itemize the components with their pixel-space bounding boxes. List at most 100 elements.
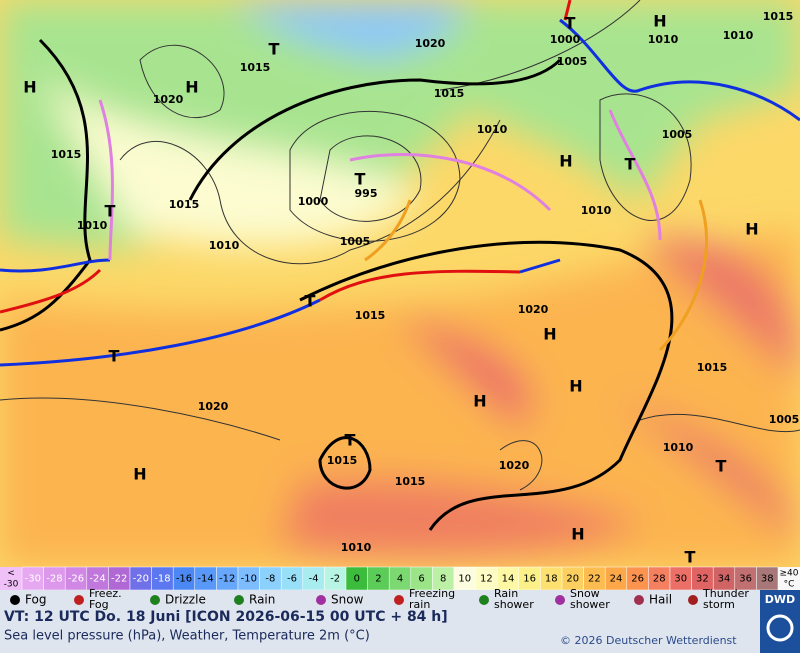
scale-label: 34 [718,574,731,585]
isobar-label: 1005 [769,413,800,426]
pressure-center: T [109,347,120,366]
isobar-label: 1000 [298,195,329,208]
scale-label: 36 [739,574,752,585]
logo: DWD [765,593,795,606]
pressure-center: T [305,292,316,311]
hot-area [400,320,531,430]
scale-label: -14 [197,574,213,585]
scale-label: -2 [330,574,340,585]
legend-icon [74,595,84,605]
isobar-label: 1000 [550,33,581,46]
scale-label: 18 [545,574,558,585]
isobar [599,93,692,221]
isobar-label: 1010 [77,219,108,232]
cold-front [519,258,561,274]
scale-label: 14 [502,574,515,585]
pressure-center: T [565,14,576,33]
cold-front [559,18,800,122]
isobar-label: 1015 [169,198,200,211]
scale-label: 10 [458,574,471,585]
scale-label: 8 [440,574,446,585]
warm-front [563,0,572,21]
isobar-label: 1010 [477,123,508,136]
legend-icon [555,595,565,605]
isobar-label: 995 [355,187,378,200]
pressure-center: T [345,431,356,450]
scale-label: 38 [761,574,774,585]
scale-label: 26 [631,574,644,585]
isobar-label: 1015 [51,148,82,161]
pressure-center: H [185,78,198,97]
pressure-center: T [355,170,366,189]
isobar-label: 1015 [240,61,271,74]
hot-area [620,400,800,540]
legend-label: Snow [331,593,364,607]
main-isobars [0,38,674,531]
legend-icon [479,595,489,605]
isobar [0,397,281,441]
cold-area [230,0,470,60]
subtitle: Sea level pressure (hPa), Weather, Tempe… [4,629,370,644]
occlusion [349,152,552,212]
color-scale: <-30 -30 -28 -26 -24 -22 -20 -18 -16 -14 -12 -10 -8-… [0,566,800,591]
isobar-label: 1020 [415,37,446,50]
scale-label: 24 [610,574,623,585]
pressure-center: H [569,377,582,396]
scale-label: -8 [265,574,275,585]
legend-label: shower [494,598,534,611]
scale-label: 20 [566,574,579,585]
isobar-label: 1020 [153,93,184,106]
pressure-center: T [625,155,636,174]
legend-label: shower [570,598,610,611]
logo-box [760,590,800,653]
cold-front [0,258,111,273]
logo-swirl [766,614,794,642]
pressure-center: T [105,202,116,221]
isobar [639,413,800,433]
scale-label: -26 [68,574,84,585]
legend-label: Rain [249,593,275,607]
occlusion [608,109,662,241]
isobar-label: 1015 [395,475,426,488]
scale-high-label: ≥40 [780,569,799,579]
scale-label: 22 [588,574,601,585]
pressure-center: H [745,220,758,239]
scale-label: -10 [241,574,257,585]
trough [658,199,708,352]
scale-label: 12 [480,574,493,585]
occlusion [98,99,114,261]
isobar-label: 1005 [557,55,588,68]
hot-area [640,238,800,380]
legend-label: Hail [649,593,672,607]
legend-icon [688,595,698,605]
isobar-label: 1020 [198,400,229,413]
pressure-center: H [571,525,584,544]
legend-label: Freez. [89,587,122,600]
legend-label: Fog [89,598,109,611]
isobar-label: 1015 [355,309,386,322]
warm-front [319,269,521,302]
legend-icon [150,595,160,605]
scale-label: -4 [309,574,319,585]
map-labels: T1015H1020H101510201015T10001005H1010101… [23,10,799,567]
pressure-center: H [559,152,572,171]
isobar [299,240,674,531]
pressure-center: H [133,465,146,484]
scale-label: -6 [287,574,297,585]
isobar-label: 1010 [663,441,694,454]
legend-label: Freezing [409,587,455,600]
scale-label: 30 [674,574,687,585]
legend-icon [234,595,244,605]
isobar-label: 1010 [209,239,240,252]
isobar [319,135,422,222]
pressure-center: H [653,12,666,31]
isobar [499,440,543,491]
pressure-center: H [543,325,556,344]
scale-label: 4 [397,574,403,585]
isobar-label: 1015 [327,454,358,467]
legend-icon [316,595,326,605]
legend-icon [634,595,644,605]
isobar-label: 1020 [518,303,549,316]
isobar-label: 1010 [723,29,754,42]
